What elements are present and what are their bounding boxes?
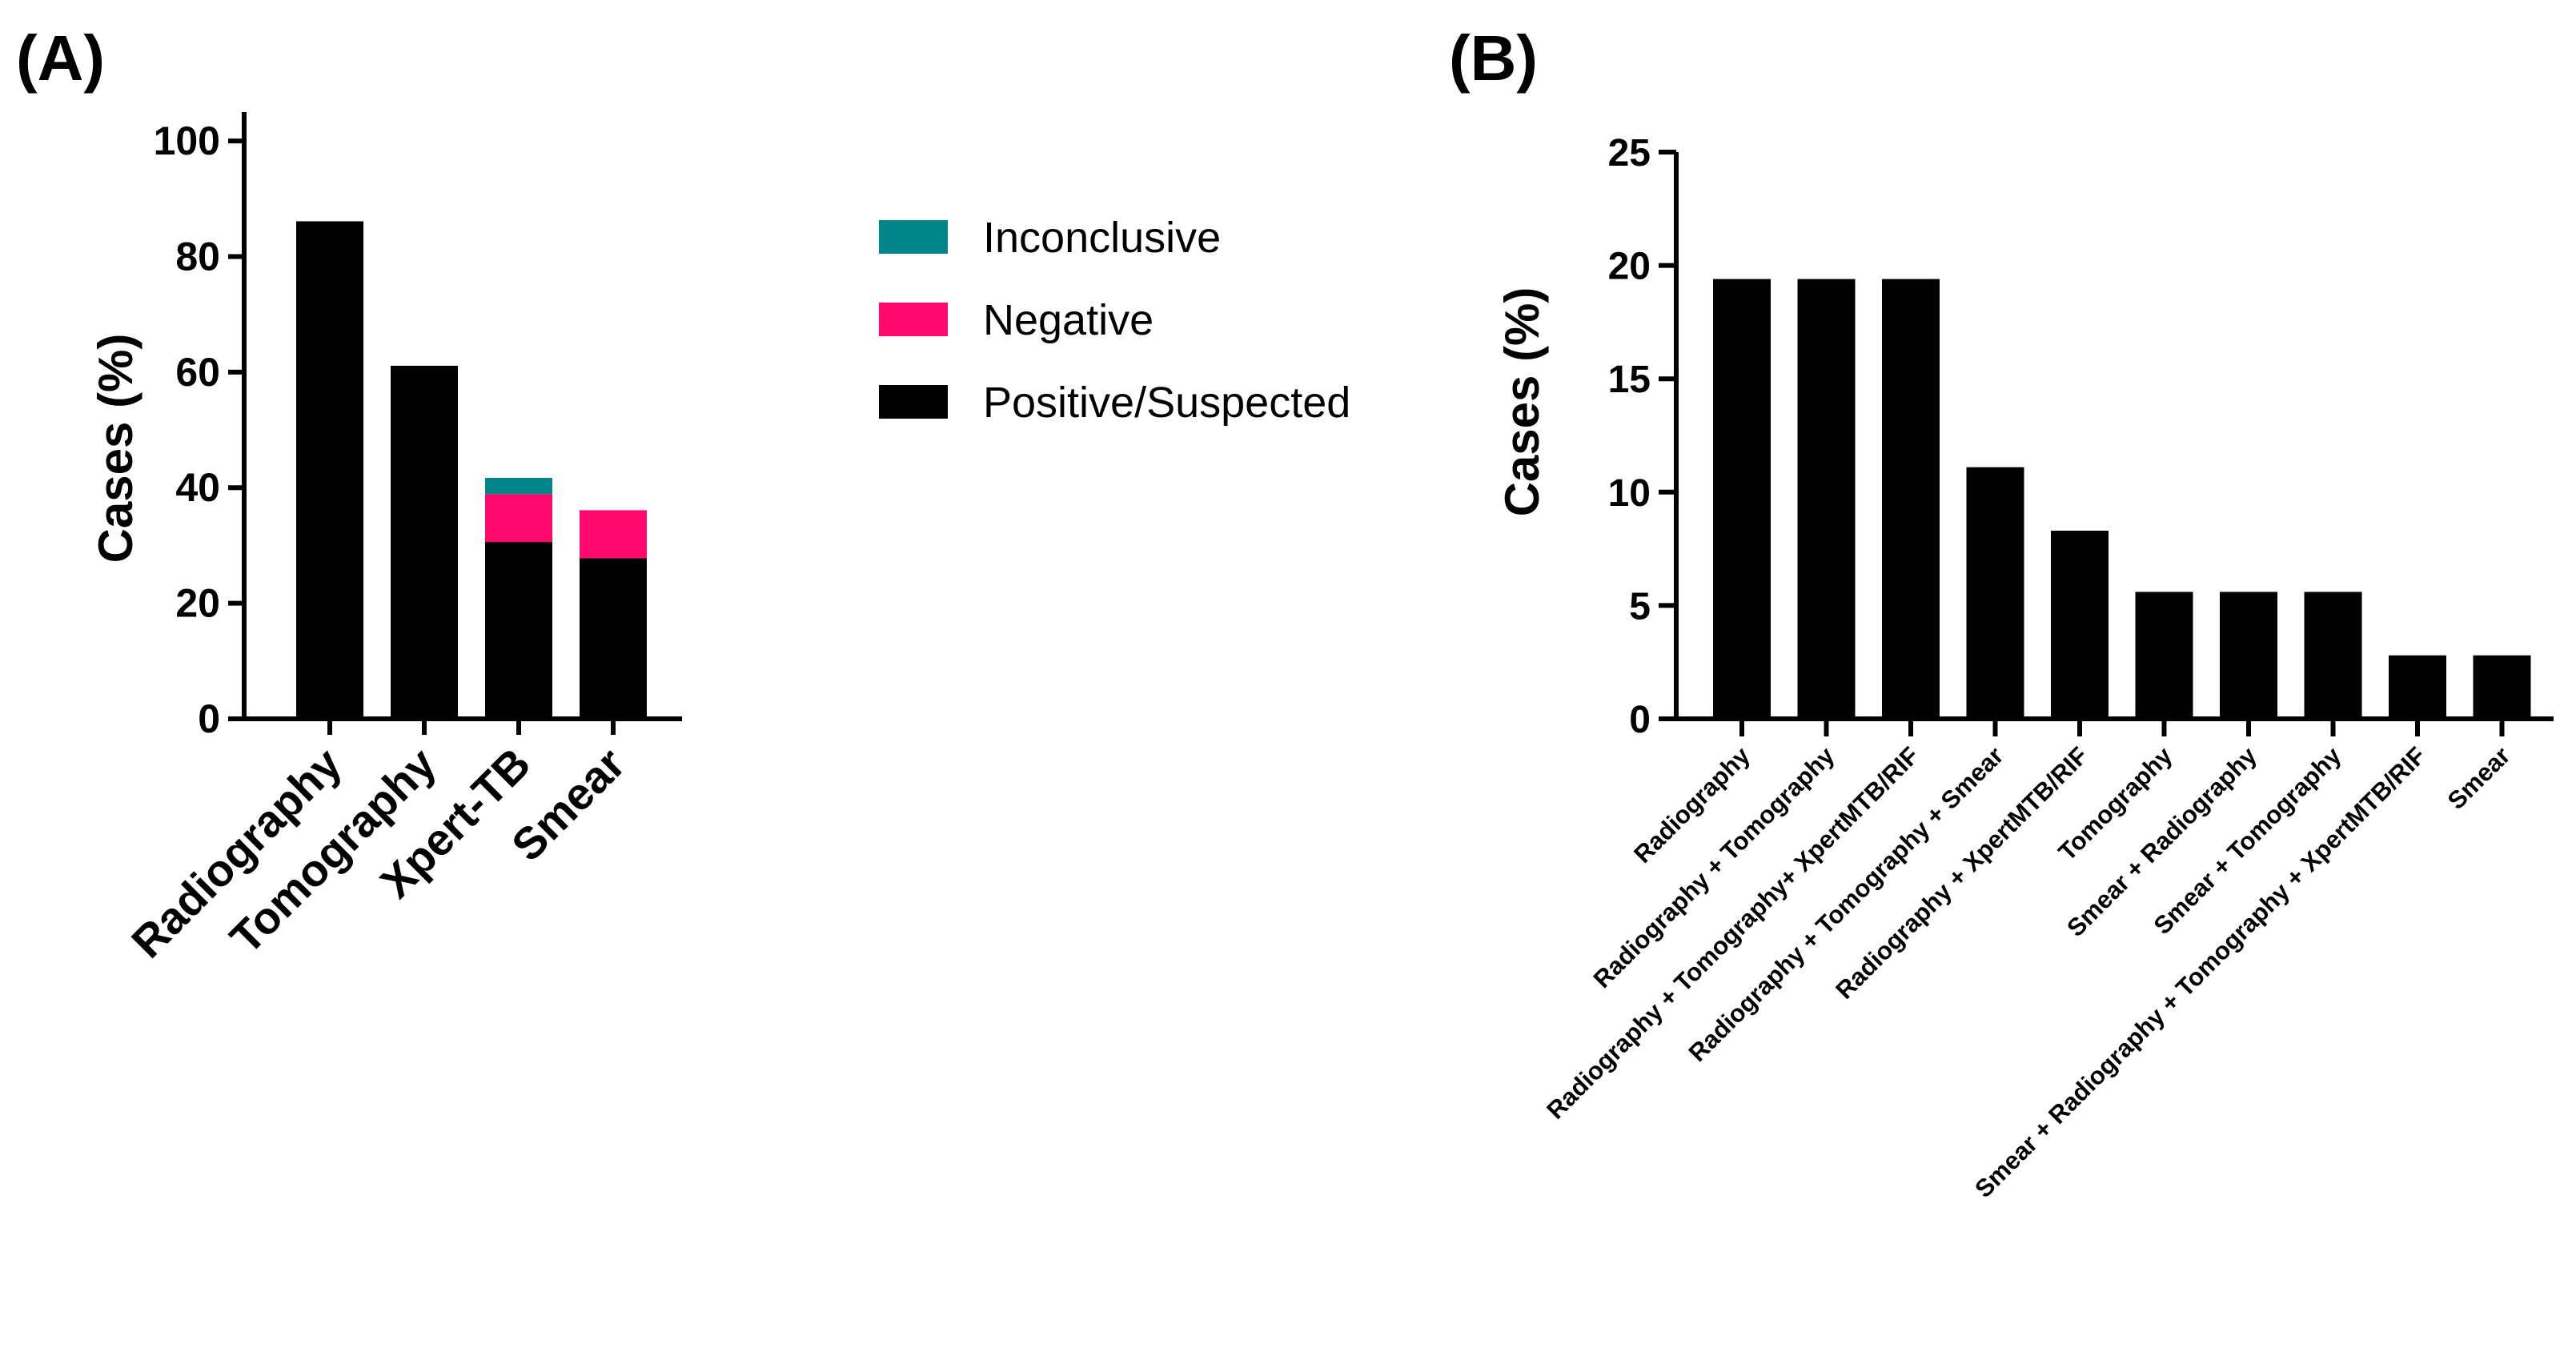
panel-b-y-tick-label-0: 0 [1629, 699, 1651, 741]
bar-xpert-tb-negative [485, 494, 552, 543]
panel-b-y-axis-title: Cases (%) [1495, 287, 1549, 517]
legend-swatch-positive-suspected [879, 385, 948, 419]
legend-label-positive-suspected: Positive/Suspected [983, 379, 1350, 427]
bar-smear-negative [580, 510, 647, 559]
panel-a-legend: Inconclusive Negative Positive/Suspected [879, 214, 1350, 427]
legend-swatch-inconclusive [879, 220, 948, 254]
panel-b-x-tick-label-radiography-tomography-smear: Radiography + Tomography + Smear [1683, 741, 2009, 1067]
legend-swatch-negative [879, 303, 948, 336]
panel-a-y-tick-label-40: 40 [175, 465, 220, 510]
panel-a-y-axis-title: Cases (%) [89, 334, 142, 564]
bar-smear-radiography-tomography-xpertmtb-rif [2389, 655, 2446, 719]
bar-smear-tomography [2304, 592, 2362, 719]
bar-xpert-tb-positive-suspected [485, 542, 552, 719]
panel-b-y-tick-label-5: 5 [1629, 585, 1651, 628]
panel-b-y-tick-label-15: 15 [1608, 359, 1651, 401]
panel-a-y-tick-label-20: 20 [175, 581, 220, 626]
panel-b-x-tick-label-smear: Smear [2442, 741, 2516, 815]
bar-radiography-tomography-smear [1966, 467, 2024, 719]
panel-a-y-tick-label-0: 0 [198, 696, 220, 741]
panel-b-bars [1713, 279, 2531, 719]
bar-radiography-positive-suspected [296, 221, 363, 719]
panel-a-y-tick-label-60: 60 [175, 350, 220, 395]
panel-b-x-tick-label-radiography-tomography-xpertmtb-rif: Radiography + Tomography+ XpertMTB/RIF [1541, 741, 1924, 1125]
panel-a-y-tick-label-100: 100 [154, 118, 220, 163]
panel-a-chart: (A) Cases (%) 0 20 40 60 80 100 RadiographyTo… [16, 22, 1350, 968]
panel-b-y-ticks: 0 5 10 15 20 25 [1608, 132, 1676, 741]
bar-radiography [1713, 279, 1771, 719]
panel-b-y-tick-label-20: 20 [1608, 246, 1651, 288]
bar-xpert-tb-inconclusive [485, 477, 552, 495]
panel-a-y-tick-label-80: 80 [175, 234, 220, 279]
bar-tomography [2135, 592, 2193, 719]
panel-b-y-tick-label-10: 10 [1608, 472, 1651, 515]
bar-radiography-tomography [1797, 279, 1856, 719]
bar-smear-positive-suspected [580, 558, 647, 719]
panel-b-label: (B) [1449, 22, 1538, 94]
panel-b-y-tick-label-25: 25 [1608, 132, 1651, 175]
panel-a-axes [242, 112, 682, 721]
panel-a-bars [296, 221, 647, 719]
bar-tomography-positive-suspected [391, 365, 458, 719]
legend-label-inconclusive: Inconclusive [983, 214, 1221, 262]
bar-radiography-xpertmtb-rif [2051, 530, 2109, 719]
bar-smear [2473, 655, 2531, 719]
bar-radiography-tomography-xpertmtb-rif [1882, 279, 1940, 719]
panel-a-y-ticks: 0 20 40 60 80 100 [154, 118, 244, 741]
legend-label-negative: Negative [983, 296, 1154, 344]
panel-b-axes [1674, 152, 2554, 721]
panel-b-chart: (B) Cases (%) 0 5 10 15 20 25 RadiographyRadi… [1449, 22, 2554, 1203]
panel-a-label: (A) [16, 22, 105, 94]
bar-smear-radiography [2220, 592, 2277, 719]
